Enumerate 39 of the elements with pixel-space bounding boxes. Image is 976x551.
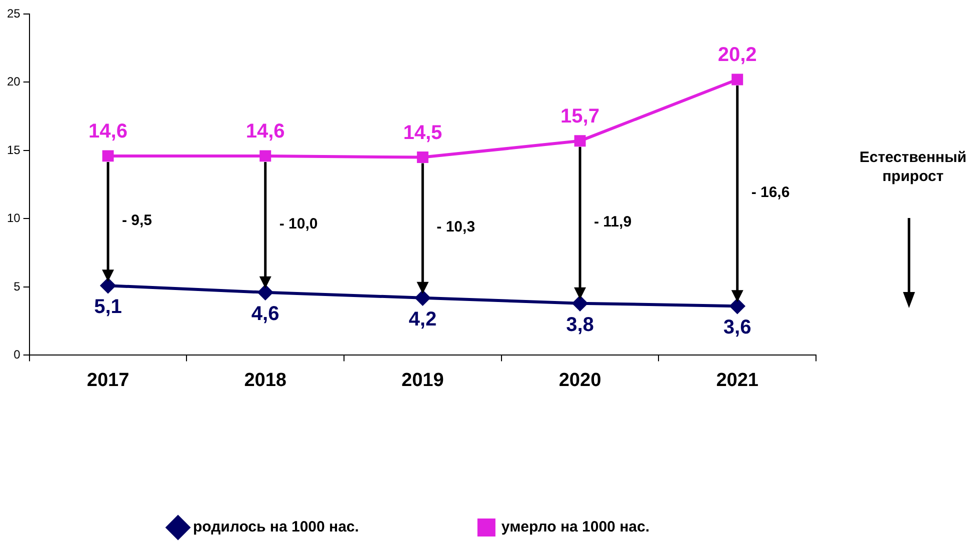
- y-tick-label: 0: [14, 348, 21, 362]
- x-tick-label: 2021: [716, 370, 759, 391]
- x-tick-label: 2020: [558, 370, 602, 391]
- data-label: 4,2: [408, 308, 437, 330]
- point: [415, 290, 430, 306]
- y-tick-label: 15: [6, 142, 21, 157]
- data-label: 14,5: [403, 122, 442, 144]
- y-tick-label: 20: [6, 74, 21, 89]
- x-tick-label: 2019: [402, 370, 444, 391]
- y-tick-label: 25: [6, 6, 21, 20]
- data-label: 5,1: [94, 296, 122, 318]
- y-tick-label: 5: [14, 279, 21, 294]
- x-tick-label: 2018: [244, 370, 286, 391]
- annotation: - 16,6: [751, 184, 790, 201]
- legend-label: родилось на 1000 нас.: [193, 518, 359, 536]
- point: [258, 284, 273, 300]
- data-label: 15,7: [560, 105, 600, 128]
- text: Естественный прирост: [858, 148, 968, 186]
- point: [572, 296, 588, 311]
- data-label: 3,6: [723, 316, 752, 339]
- point: [732, 74, 744, 86]
- point: [100, 278, 116, 294]
- annotation: - 10,0: [279, 215, 318, 232]
- point: [260, 150, 272, 162]
- data-label: 3,8: [566, 314, 594, 336]
- data-label: 4,6: [251, 302, 280, 325]
- annotation: - 9,5: [122, 212, 152, 229]
- x-tick-label: 2017: [86, 370, 130, 391]
- point: [730, 298, 745, 314]
- point: [102, 150, 114, 162]
- legend-label: умерло на 1000 нас.: [501, 518, 650, 536]
- annotation: - 10,3: [436, 218, 476, 236]
- point: [574, 135, 586, 147]
- point: [416, 152, 428, 164]
- annotation: - 11,9: [594, 213, 632, 230]
- data-label: 14,6: [246, 120, 285, 142]
- y-tick-label: 10: [6, 211, 21, 226]
- data-label: 20,2: [718, 44, 757, 66]
- data-label: 14,6: [88, 120, 128, 142]
